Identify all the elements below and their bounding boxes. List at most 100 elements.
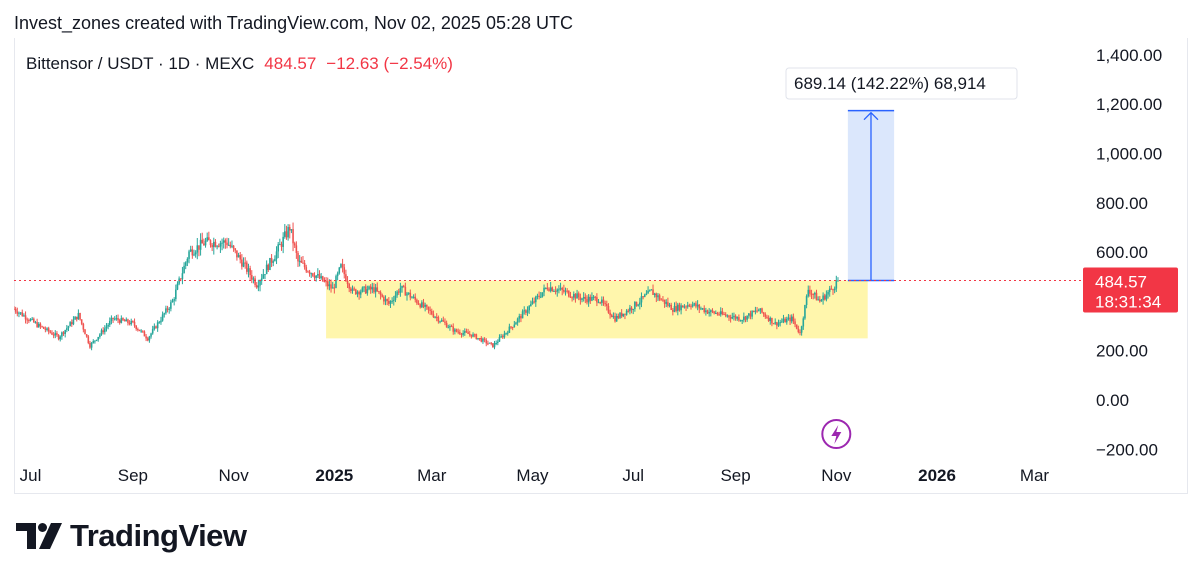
candle-body bbox=[539, 296, 542, 298]
candle bbox=[82, 322, 85, 333]
candle bbox=[629, 304, 631, 315]
candle bbox=[784, 317, 786, 323]
candle bbox=[594, 295, 597, 301]
candle-body bbox=[624, 313, 626, 315]
candle-body bbox=[384, 299, 387, 302]
candle-body bbox=[825, 294, 828, 300]
candle bbox=[607, 303, 610, 314]
candle bbox=[508, 323, 511, 334]
candle bbox=[771, 317, 773, 327]
candle-body bbox=[183, 265, 185, 274]
candle bbox=[384, 295, 387, 306]
y-tick-label: 1,400.00 bbox=[1096, 46, 1162, 65]
candle-body bbox=[468, 333, 471, 335]
candle-body bbox=[409, 292, 412, 298]
candle bbox=[459, 329, 461, 335]
candle bbox=[779, 319, 781, 327]
candle bbox=[615, 313, 618, 322]
candle bbox=[592, 295, 595, 301]
candle-body bbox=[693, 303, 696, 305]
candle-body bbox=[231, 245, 233, 247]
candle bbox=[260, 273, 263, 285]
candle bbox=[138, 329, 141, 332]
candle bbox=[143, 330, 146, 337]
candle-body bbox=[472, 334, 474, 337]
candle-body bbox=[244, 262, 246, 264]
x-tick-label: 2025 bbox=[315, 466, 353, 485]
candle-body bbox=[226, 242, 228, 245]
candle bbox=[706, 309, 709, 315]
candle bbox=[376, 282, 379, 293]
chart-frame bbox=[14, 38, 1188, 494]
candle-body bbox=[188, 251, 190, 259]
candle bbox=[247, 263, 250, 278]
candle-body bbox=[617, 315, 620, 318]
candle bbox=[710, 309, 712, 317]
candle-body bbox=[610, 315, 613, 318]
candle bbox=[110, 315, 113, 325]
candle bbox=[317, 268, 319, 279]
candle bbox=[206, 232, 208, 242]
candle-body bbox=[761, 308, 763, 313]
candle-body bbox=[475, 334, 478, 340]
candle bbox=[208, 231, 210, 241]
candle-body bbox=[686, 305, 689, 307]
price-tag-countdown: 18:31:34 bbox=[1095, 293, 1161, 312]
candle bbox=[673, 302, 676, 313]
candle bbox=[312, 272, 314, 277]
candle-body bbox=[346, 280, 349, 285]
candle-body bbox=[820, 299, 823, 302]
candle bbox=[792, 313, 795, 324]
candle bbox=[259, 279, 261, 292]
candle bbox=[795, 324, 798, 330]
candle-body bbox=[132, 320, 134, 322]
candle-body bbox=[265, 264, 268, 275]
candle bbox=[541, 292, 544, 298]
candle-body bbox=[255, 285, 258, 288]
candle bbox=[536, 293, 539, 300]
candle-body bbox=[209, 240, 212, 246]
candle-body bbox=[259, 280, 261, 286]
candle-body bbox=[123, 320, 126, 322]
candle bbox=[620, 309, 623, 319]
candle bbox=[31, 316, 33, 321]
candle bbox=[64, 329, 66, 338]
candle bbox=[14, 306, 17, 314]
candle-body bbox=[175, 289, 177, 300]
candle-body bbox=[549, 287, 552, 291]
candle-body bbox=[318, 274, 321, 279]
candle bbox=[242, 257, 245, 268]
candle bbox=[662, 296, 664, 302]
candle bbox=[520, 313, 522, 323]
y-tick-label: 1,200.00 bbox=[1096, 95, 1162, 114]
candle-body bbox=[90, 342, 93, 348]
candle-body bbox=[80, 319, 83, 324]
candle bbox=[688, 303, 691, 308]
candle-body bbox=[452, 326, 455, 332]
candle-body bbox=[515, 322, 517, 325]
candle bbox=[568, 290, 570, 298]
range-zone-rect bbox=[326, 280, 868, 339]
candle-body bbox=[287, 227, 289, 238]
candle-body bbox=[627, 310, 630, 312]
candle-body bbox=[392, 299, 395, 301]
candle-body bbox=[113, 318, 116, 320]
candle-body bbox=[348, 284, 351, 289]
candle-body bbox=[280, 244, 283, 247]
candle-body bbox=[216, 246, 218, 248]
candle-body bbox=[148, 336, 151, 341]
candle bbox=[716, 311, 719, 316]
candle bbox=[828, 285, 831, 297]
candle bbox=[733, 312, 735, 321]
candle-body bbox=[511, 326, 514, 328]
candle bbox=[288, 224, 291, 239]
candle-body bbox=[602, 299, 605, 304]
candle bbox=[528, 304, 530, 314]
candle bbox=[700, 306, 702, 311]
candle bbox=[752, 310, 755, 313]
candle bbox=[59, 335, 62, 342]
candle bbox=[556, 288, 559, 297]
price-chart[interactable]: 689.14 (142.22%) 68,914 1,400.00 1,200.00… bbox=[0, 0, 1200, 500]
candle bbox=[378, 290, 380, 294]
candle bbox=[809, 285, 811, 297]
